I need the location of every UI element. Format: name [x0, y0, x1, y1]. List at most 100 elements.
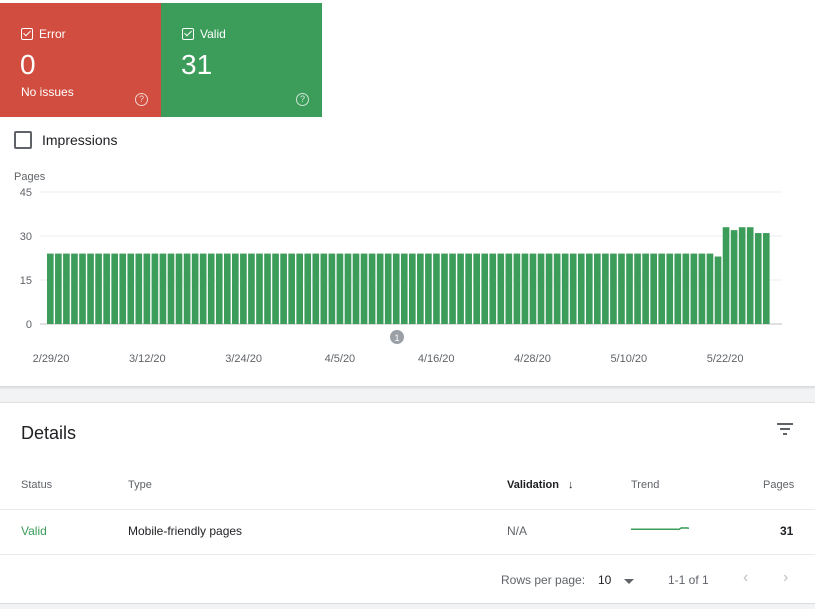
bar — [127, 253, 135, 324]
dropdown-caret-icon[interactable] — [624, 579, 634, 584]
bar — [296, 253, 304, 324]
bar — [682, 253, 690, 324]
column-header-pages[interactable]: Pages — [763, 479, 795, 491]
bar — [63, 253, 70, 324]
x-tick-label: 3/24/20 — [225, 353, 262, 365]
x-tick-label: 2/29/20 — [33, 353, 70, 365]
bar — [513, 253, 521, 324]
row-divider — [0, 554, 815, 555]
bar — [183, 253, 191, 324]
bar — [441, 253, 448, 324]
y-tick-label: 15 — [20, 275, 32, 287]
help-icon[interactable]: ? — [135, 93, 148, 106]
bar — [264, 253, 271, 324]
error-count: 0 — [20, 49, 36, 80]
bar — [344, 253, 352, 324]
help-icon[interactable]: ? — [296, 93, 309, 106]
bar — [79, 253, 86, 324]
sparkline-line — [631, 527, 690, 531]
x-tick-label: 4/5/20 — [325, 353, 356, 365]
bar — [746, 227, 754, 324]
bar — [368, 253, 376, 324]
bar — [376, 253, 384, 324]
error-label: Error — [39, 27, 66, 41]
bar — [561, 253, 569, 324]
bar — [521, 253, 529, 324]
bar — [505, 253, 513, 324]
bar — [417, 253, 424, 324]
bar — [626, 253, 633, 324]
pages-bar-chart: Pages 0 15 30 45 2/29/20 3/12/20 3/24/20 4/5/20 4… — [14, 171, 782, 365]
impressions-toggle[interactable]: Impressions — [14, 131, 117, 149]
column-header-trend[interactable]: Trend — [631, 479, 660, 491]
bar — [602, 253, 609, 324]
filter-icon[interactable] — [777, 423, 793, 435]
bar — [634, 253, 641, 324]
bar — [642, 253, 649, 324]
bar — [714, 256, 722, 324]
annotation-marker — [390, 330, 404, 344]
bar — [119, 253, 127, 324]
row-pages: 31 — [780, 524, 794, 538]
error-subtitle: No issues — [21, 85, 74, 99]
bar — [304, 253, 312, 324]
next-page-button[interactable]: › — [783, 569, 789, 586]
valid-tile[interactable]: Valid 31 ? — [161, 3, 322, 117]
bar — [151, 253, 159, 324]
bar — [706, 253, 714, 324]
bar — [240, 253, 247, 324]
sort-arrow-down-icon: ↓ — [568, 479, 574, 491]
bar — [352, 253, 360, 324]
bar — [569, 253, 577, 324]
bar — [449, 253, 456, 324]
y-axis-label: Pages — [14, 171, 46, 183]
details-title: Details — [21, 423, 77, 443]
valid-count: 31 — [181, 49, 213, 80]
bar — [288, 253, 295, 324]
checkbox-checked-icon[interactable] — [21, 28, 33, 40]
bar — [722, 227, 730, 324]
prev-page-button[interactable]: ‹ — [743, 569, 749, 586]
row-status: Valid — [21, 524, 47, 538]
details-card: Details Status Type Validation ↓ Trend P… — [0, 402, 815, 604]
y-tick-label: 30 — [20, 231, 32, 243]
bar — [280, 253, 287, 324]
row-type: Mobile-friendly pages — [128, 524, 243, 538]
bar — [465, 253, 472, 324]
rows-per-page-select[interactable]: 10 — [598, 573, 612, 587]
bar — [553, 253, 561, 324]
bar — [55, 253, 62, 324]
bar — [175, 253, 183, 324]
valid-tile-header: Valid — [182, 27, 226, 41]
bar — [87, 253, 94, 324]
bar — [594, 253, 601, 324]
bar — [336, 253, 344, 324]
bar — [650, 253, 657, 324]
checkbox-checked-icon[interactable] — [182, 28, 194, 40]
bar — [425, 253, 432, 324]
bar — [738, 227, 746, 324]
bar — [481, 253, 489, 324]
bar — [248, 253, 255, 324]
x-tick-label: 4/16/20 — [418, 353, 455, 365]
bar — [103, 253, 110, 324]
rows-per-page-label: Rows per page: — [501, 573, 586, 587]
bar — [392, 253, 400, 324]
error-tile[interactable]: Error 0 No issues ? — [0, 3, 161, 117]
bar — [537, 253, 545, 324]
bar — [159, 253, 167, 324]
bar — [328, 253, 336, 324]
column-header-type[interactable]: Type — [128, 479, 152, 491]
row-trend-sparkline — [631, 527, 690, 531]
bar — [618, 253, 625, 324]
column-header-status[interactable]: Status — [21, 479, 53, 491]
checkbox-unchecked-icon[interactable] — [14, 131, 32, 149]
bar — [585, 253, 593, 324]
header-divider — [0, 509, 815, 510]
bar — [666, 253, 674, 324]
column-header-validation[interactable]: Validation ↓ — [507, 479, 574, 491]
bar — [71, 253, 78, 324]
bar — [47, 253, 54, 324]
bar — [577, 253, 585, 324]
bar — [610, 253, 617, 324]
